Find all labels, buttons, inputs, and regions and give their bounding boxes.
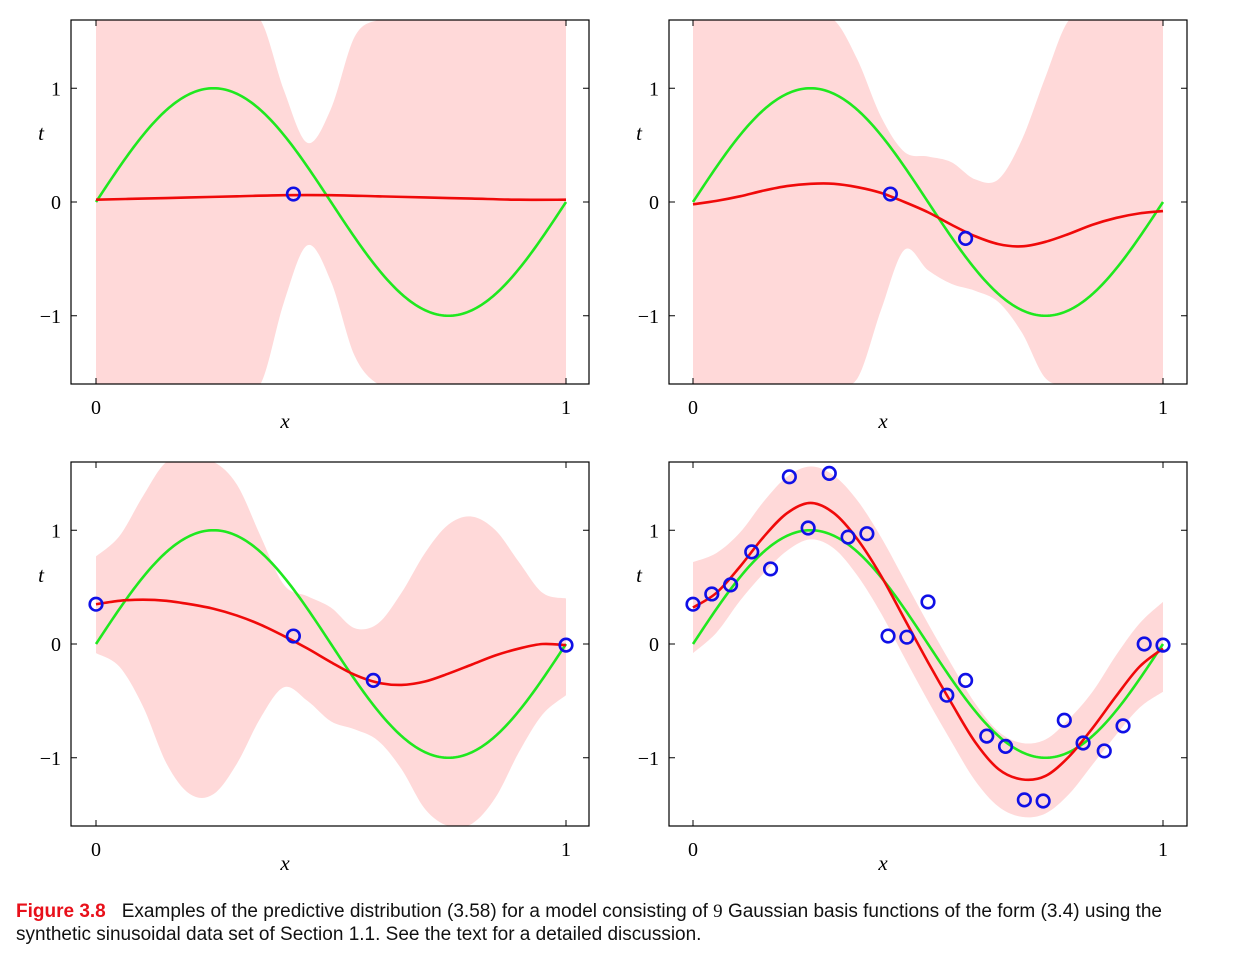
panel-3: 1 0 −1 0 1 x t	[38, 461, 590, 875]
xtick-label: 1	[561, 839, 571, 861]
xtick-label: 0	[91, 839, 101, 861]
xtick-label: 0	[91, 397, 101, 419]
caption-text-after: Gaussian basis functions of the form (3.…	[16, 901, 1162, 945]
figure-caption: Figure 3.8 Examples of the predictive dis…	[16, 900, 1221, 946]
data-point	[762, 561, 779, 577]
data-point	[1136, 636, 1152, 652]
y-axis-label: t	[636, 563, 643, 587]
true-function-line	[691, 86, 1165, 318]
data-point	[899, 629, 915, 645]
ytick-label: 0	[649, 192, 659, 214]
data-point	[957, 672, 974, 689]
data-point	[939, 687, 955, 703]
data-point	[685, 596, 701, 612]
data-point	[882, 186, 899, 202]
data-point	[285, 186, 302, 202]
data-point	[800, 520, 816, 536]
data-point	[880, 628, 896, 644]
ytick-label: 0	[51, 634, 61, 656]
true-function-line	[94, 86, 568, 318]
data-point	[88, 596, 104, 612]
ytick-label: 1	[51, 78, 61, 100]
xtick-label: 1	[561, 397, 571, 419]
panel-1: 1 0 −1 0 1 x t	[38, 19, 590, 433]
data-point	[704, 586, 720, 602]
data-point	[1035, 793, 1051, 809]
ytick-label: 1	[649, 520, 659, 542]
ytick-label: −1	[40, 306, 61, 328]
data-point	[1016, 792, 1032, 808]
ytick-label: 1	[51, 520, 61, 542]
plot-area	[94, 462, 568, 826]
data-point	[997, 738, 1014, 754]
plot-area	[691, 20, 1165, 384]
ytick-label: −1	[40, 748, 61, 770]
figure-label: Figure 3.8	[16, 901, 106, 922]
predictive-mean-line	[95, 598, 567, 687]
ytick-label: −1	[638, 306, 659, 328]
y-axis-label: t	[636, 121, 643, 145]
plot-area	[691, 466, 1165, 818]
data-point	[558, 637, 574, 653]
xtick-label: 1	[1158, 397, 1168, 419]
data-point	[979, 728, 995, 744]
x-axis-label: x	[877, 851, 888, 875]
data-point	[920, 594, 936, 610]
data-point	[1056, 712, 1072, 728]
predictive-mean-line	[95, 193, 567, 202]
data-point	[1155, 637, 1171, 653]
panel-2: 1 0 −1 0 1 x t	[636, 19, 1188, 433]
data-point	[1096, 743, 1112, 759]
x-axis-label: x	[279, 409, 290, 433]
data-point	[840, 529, 856, 545]
ytick-label: 0	[649, 634, 659, 656]
data-point	[365, 672, 381, 689]
ytick-label: 0	[51, 192, 61, 214]
predictive-mean-line	[692, 182, 1164, 248]
data-point	[1075, 735, 1091, 751]
data-point	[722, 577, 739, 593]
x-axis-label: x	[279, 851, 290, 875]
true-function-line	[94, 528, 568, 760]
panel-4: 1 0 −1 0 1 x t	[636, 461, 1188, 875]
data-point	[957, 230, 974, 246]
data-point	[285, 628, 302, 644]
y-axis-label: t	[38, 563, 45, 587]
xtick-label: 1	[1158, 839, 1168, 861]
x-axis-label: x	[877, 409, 888, 433]
caption-basis-count: 9	[713, 901, 723, 922]
caption-text-before: Examples of the predictive distribution …	[121, 901, 708, 922]
ytick-label: −1	[638, 748, 659, 770]
ytick-label: 1	[649, 78, 659, 100]
data-point	[744, 544, 760, 560]
xtick-label: 0	[688, 839, 698, 861]
y-axis-label: t	[38, 121, 45, 145]
data-point	[859, 526, 875, 542]
data-point	[781, 469, 797, 485]
xtick-label: 0	[688, 397, 698, 419]
plot-area	[94, 20, 568, 384]
data-point	[1115, 718, 1131, 734]
true-function-line	[691, 528, 1165, 760]
data-point	[821, 465, 837, 481]
